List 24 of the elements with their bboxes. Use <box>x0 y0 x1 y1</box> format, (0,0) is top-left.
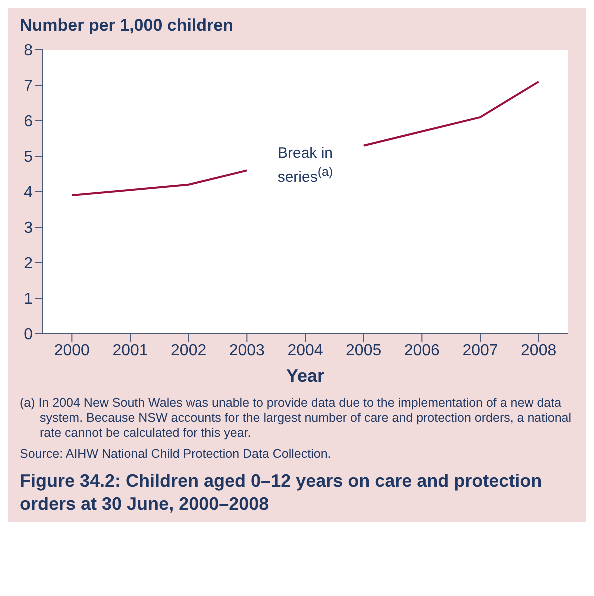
annotation: Break in series$^{(a)}$ <box>276 144 334 187</box>
y-tick-label: 0 <box>24 326 34 344</box>
y-tick-label: 6 <box>24 114 34 131</box>
y-tick-label: 8 <box>24 42 34 60</box>
y-tick-label: 5 <box>24 149 34 166</box>
y-axis-title: Number per 1,000 children <box>19 16 235 37</box>
y-tick-label: 7 <box>24 78 34 96</box>
x-tick-label: 2006 <box>404 342 440 360</box>
x-tick-label: 2001 <box>112 342 148 360</box>
x-tick-label: 2000 <box>54 342 90 360</box>
x-tick-label: 2004 <box>288 342 324 360</box>
x-tick-label: 2002 <box>171 342 207 360</box>
x-tick-label: 2008 <box>521 342 557 360</box>
y-tick-label: 2 <box>24 256 34 273</box>
x-axis-title: Year <box>286 366 325 386</box>
y-tick-label: 4 <box>24 184 34 202</box>
source-note: Source: AIHW National Child Protection Data Collection. <box>20 447 332 462</box>
y-tick-label: 1 <box>24 291 34 308</box>
y-tick-label: 3 <box>24 220 34 238</box>
text: Figure 34.2: Children aged 0–12 years on care and protection orders at 30 June, 2000–2008 <box>19 470 544 516</box>
x-tick-label: 2003 <box>229 342 266 360</box>
x-tick-label: 2005 <box>346 342 382 360</box>
x-tick-label: 2007 <box>462 342 498 360</box>
text: (a) In 2004 New South Wales was unable to provide data due to the implementation of a new data system. Because NSW accounts for the largest number of care and protection orders, a national rate cannot be calculated for this year. <box>20 396 573 441</box>
